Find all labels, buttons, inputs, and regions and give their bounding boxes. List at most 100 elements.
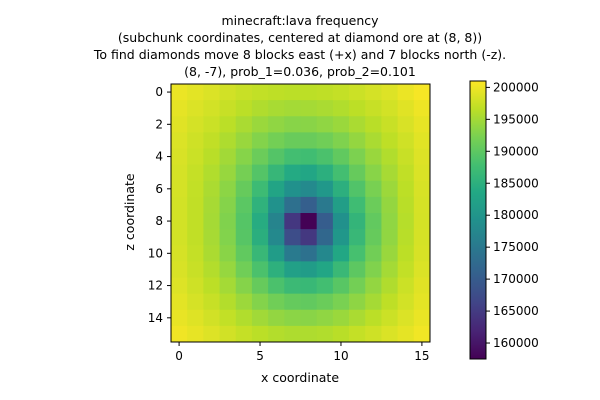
heatmap-cell <box>365 180 382 198</box>
heatmap-cell <box>171 132 188 149</box>
heatmap-cell <box>187 245 204 262</box>
colorbar-tick-label: 160000 <box>493 336 539 350</box>
heatmap-cell <box>284 132 301 149</box>
heatmap-cell <box>284 245 301 262</box>
heatmap-cell <box>349 309 366 327</box>
heatmap-cell <box>203 293 220 311</box>
heatmap-cell <box>284 180 301 198</box>
colorbar-tick-label: 170000 <box>493 272 539 286</box>
heatmap-cell <box>332 213 350 230</box>
heatmap-cell <box>316 245 334 262</box>
heatmap-cell <box>349 293 366 311</box>
heatmap-cell <box>397 245 415 262</box>
heatmap-cell <box>316 132 334 149</box>
heatmap-cell <box>219 229 237 246</box>
heatmap-cell <box>203 245 220 262</box>
heatmap-cell <box>397 277 415 295</box>
heatmap-cell <box>203 261 220 278</box>
heatmap-cell <box>219 84 237 101</box>
heatmap-cell <box>316 261 334 278</box>
heatmap-cell <box>332 180 350 198</box>
heatmap-cell <box>284 213 301 230</box>
heatmap-cell <box>332 100 350 117</box>
heatmap-cell <box>219 148 237 166</box>
y-tick-label: 12 <box>148 279 163 293</box>
heatmap-cell <box>381 261 399 278</box>
colorbar <box>470 81 486 359</box>
colorbar-frame <box>469 80 487 360</box>
heatmap-cell <box>332 84 350 101</box>
heatmap-cell <box>268 84 285 101</box>
heatmap-cell <box>349 180 366 198</box>
heatmap-cell <box>268 229 285 246</box>
y-tick-label: 2 <box>155 117 163 131</box>
heatmap-cell <box>300 196 318 214</box>
heatmap-cell <box>316 180 334 198</box>
heatmap-cell <box>171 245 188 262</box>
heatmap-cell <box>284 100 301 117</box>
heatmap-cell <box>235 132 253 149</box>
heatmap-cell <box>365 148 382 166</box>
colorbar-tick-label: 195000 <box>493 112 539 126</box>
heatmap-cell <box>316 293 334 311</box>
heatmap-cell <box>268 116 285 133</box>
heatmap-cell <box>365 261 382 278</box>
heatmap-cell <box>268 245 285 262</box>
heatmap-cell <box>316 116 334 133</box>
heatmap-cell <box>284 116 301 133</box>
heatmap-cell <box>349 325 366 343</box>
heatmap-cell <box>268 293 285 311</box>
heatmap-cell <box>381 196 399 214</box>
heatmap-cell <box>332 277 350 295</box>
heatmap-cell <box>219 132 237 149</box>
heatmap-cell <box>171 325 188 343</box>
heatmap-cell <box>284 325 301 343</box>
heatmap-cell <box>187 196 204 214</box>
heatmap-cell <box>251 148 269 166</box>
heatmap-cell <box>300 229 318 246</box>
heatmap-cell <box>251 213 269 230</box>
heatmap-cell <box>268 180 285 198</box>
heatmap-cell <box>171 261 188 278</box>
heatmap-cell <box>413 196 431 214</box>
heatmap-cell <box>235 277 253 295</box>
heatmap-cell <box>365 164 382 182</box>
heatmap-cell <box>171 229 188 246</box>
y-axis-label: z coordinate <box>122 173 137 251</box>
title-line-3: To find diamonds move 8 blocks east (+x)… <box>93 47 506 62</box>
heatmap-cell <box>381 245 399 262</box>
heatmap-cell <box>381 309 399 327</box>
heatmap-cell <box>397 148 415 166</box>
title-line-4: (8, -7), prob_1=0.036, prob_2=0.101 <box>184 64 416 79</box>
heatmap-cell <box>381 277 399 295</box>
heatmap-cell <box>203 100 220 117</box>
heatmap-cell <box>349 116 366 133</box>
heatmap-cell <box>349 148 366 166</box>
heatmap-cell <box>187 309 204 327</box>
heatmap-cell <box>365 132 382 149</box>
heatmap-cell <box>187 164 204 182</box>
y-tick-label: 14 <box>148 311 163 325</box>
y-tick-label: 0 <box>155 85 163 99</box>
heatmap-cell <box>219 180 237 198</box>
heatmap-cell <box>251 84 269 101</box>
x-axis: 0 5 10 15 <box>175 342 430 363</box>
heatmap-cell <box>171 100 188 117</box>
heatmap-cell <box>397 293 415 311</box>
heatmap-cell <box>187 180 204 198</box>
heatmap-cell <box>365 245 382 262</box>
heatmap-cell <box>300 116 318 133</box>
heatmap-cell <box>397 229 415 246</box>
heatmap-cell <box>187 213 204 230</box>
heatmap-cell <box>413 164 431 182</box>
colorbar-tick-label: 165000 <box>493 304 539 318</box>
heatmap-cell <box>219 196 237 214</box>
heatmap-cell <box>397 261 415 278</box>
heatmap-cell <box>171 180 188 198</box>
heatmap-cell <box>187 148 204 166</box>
heatmap-cell <box>397 132 415 149</box>
heatmap-cell <box>316 309 334 327</box>
heatmap-cell <box>381 325 399 343</box>
heatmap-cell <box>171 293 188 311</box>
heatmap-cell <box>332 293 350 311</box>
